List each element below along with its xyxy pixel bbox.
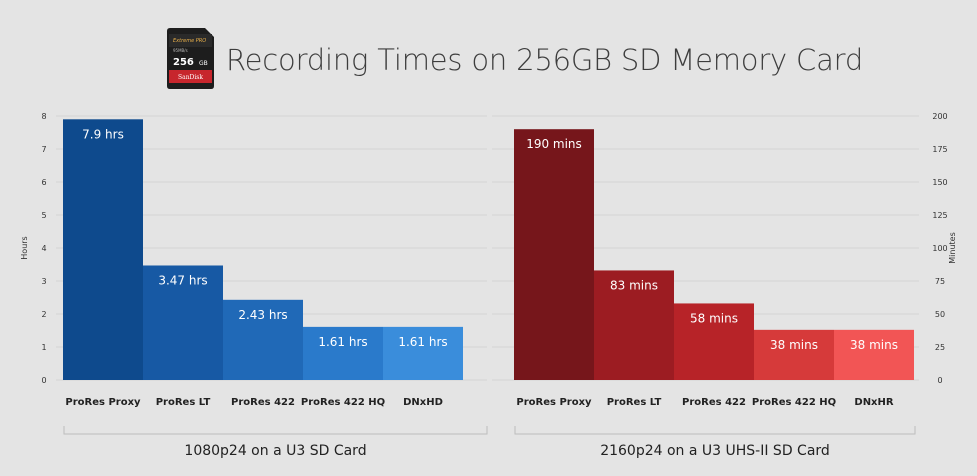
y-tick-label: 4 (41, 244, 46, 253)
bar (383, 326, 463, 380)
bar (754, 329, 834, 380)
y-tick-label: 2 (41, 310, 46, 319)
x-axis-title: 2160p24 on a U3 UHS-II SD Card (600, 443, 830, 459)
bar-value-label: 190 mins (526, 137, 582, 151)
bar (223, 299, 303, 380)
group-bracket (63, 426, 488, 435)
bar (674, 303, 754, 380)
x-category-label: ProRes Proxy (516, 397, 592, 408)
bar-value-label: 83 mins (610, 278, 658, 292)
bar-value-label: 2.43 hrs (238, 308, 287, 322)
x-category-label: ProRes 422 (231, 397, 295, 408)
y-tick-label: 8 (41, 112, 46, 121)
y-tick-label: 50 (935, 310, 945, 319)
y-tick-label: 1 (41, 343, 46, 352)
x-category-label: DNxHR (854, 397, 893, 408)
y-tick-label: 175 (932, 145, 947, 154)
x-category-label: ProRes Proxy (65, 397, 141, 408)
y-tick-label: 0 (41, 376, 46, 385)
svg-text:95MB/s: 95MB/s (173, 48, 188, 53)
bar-value-label: 1.61 hrs (398, 335, 447, 349)
bar-value-label: 58 mins (690, 311, 738, 325)
page-title: Recording Times on 256GB SD Memory Card (226, 43, 864, 77)
card-line-text: Extreme PRO (173, 38, 206, 44)
y-tick-label: 6 (41, 178, 46, 187)
bar (303, 326, 383, 380)
card-capacity-text: 256 (173, 57, 194, 68)
y-tick-label: 100 (932, 244, 947, 253)
y-tick-label: 150 (932, 178, 947, 187)
y-axis-title: Hours (20, 236, 29, 259)
y-axis-title: Minutes (948, 232, 957, 264)
bar (594, 270, 674, 380)
bar (834, 329, 914, 380)
y-tick-label: 3 (41, 277, 46, 286)
bar-value-label: 1.61 hrs (318, 335, 367, 349)
x-category-label: ProRes LT (156, 397, 211, 408)
x-category-label: ProRes LT (607, 397, 662, 408)
bar-value-label: 38 mins (850, 338, 898, 352)
x-category-label: DNxHD (403, 397, 443, 408)
card-brand-text: SanDisk (178, 74, 203, 81)
x-category-label: ProRes 422 HQ (752, 397, 836, 408)
y-tick-label: 200 (932, 112, 947, 121)
sd-card-image: Extreme PRO 95MB/s 256 GB SanDisk (167, 28, 215, 94)
svg-text:GB: GB (199, 60, 208, 67)
y-tick-label: 0 (937, 376, 942, 385)
group-bracket (514, 426, 916, 435)
y-tick-label: 125 (932, 211, 947, 220)
bar (514, 129, 594, 380)
bar (143, 265, 223, 380)
bar (63, 119, 143, 381)
bar-value-label: 38 mins (770, 338, 818, 352)
y-tick-label: 5 (41, 211, 46, 220)
x-axis-title: 1080p24 on a U3 SD Card (184, 443, 366, 459)
x-category-label: ProRes 422 HQ (301, 397, 385, 408)
bar-value-label: 3.47 hrs (158, 273, 207, 287)
y-tick-label: 25 (935, 343, 945, 352)
y-tick-label: 75 (935, 277, 945, 286)
x-category-label: ProRes 422 (682, 397, 746, 408)
y-tick-label: 7 (41, 145, 46, 154)
bar-value-label: 7.9 hrs (82, 127, 124, 141)
